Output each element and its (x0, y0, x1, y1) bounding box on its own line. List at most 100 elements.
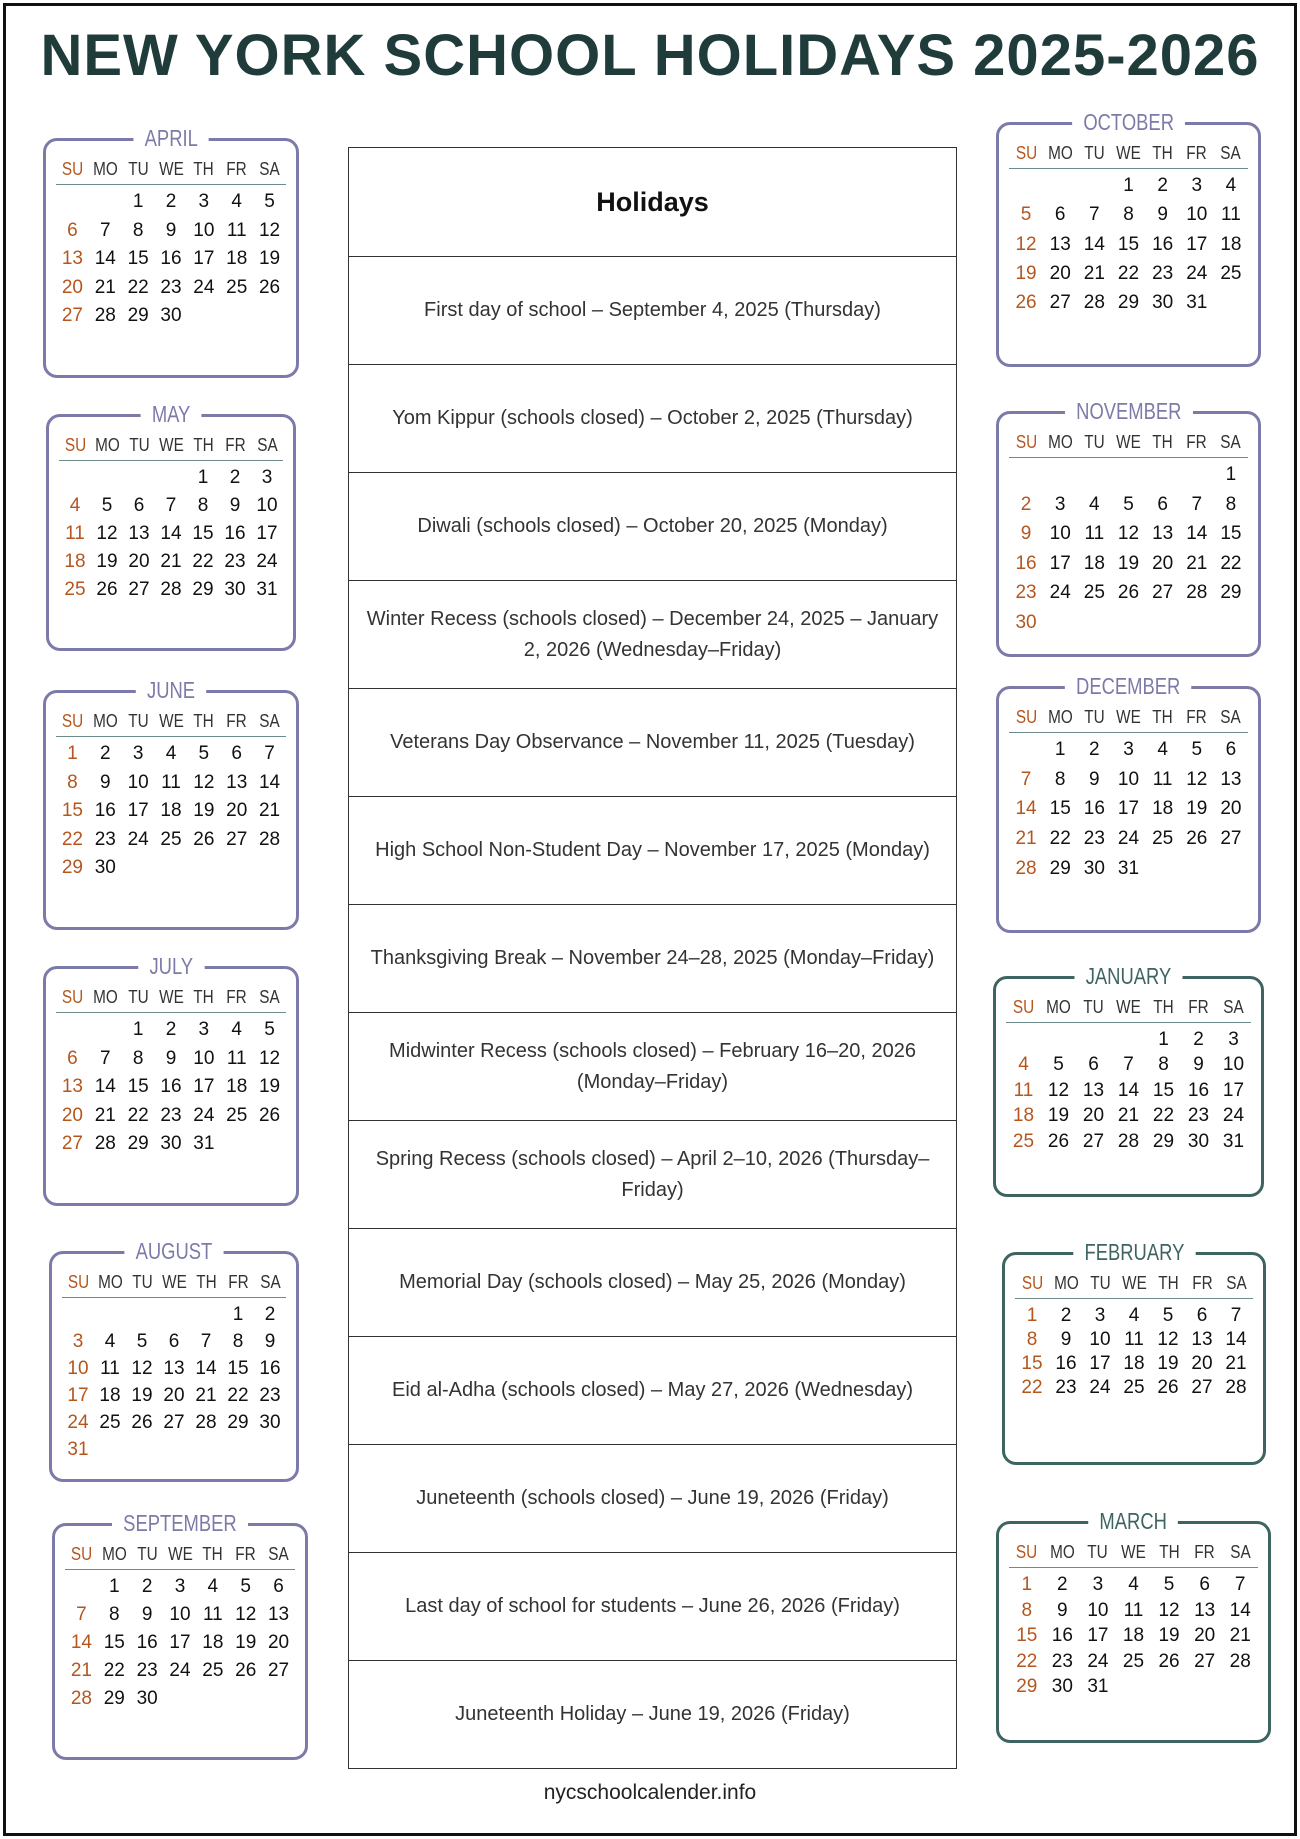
day-number: 27 (1049, 292, 1071, 314)
weekday-label: SA (1220, 707, 1242, 727)
day-number: 24 (169, 1660, 191, 1682)
day-number: 18 (160, 800, 182, 822)
day-number: 7 (1089, 204, 1100, 226)
day-number: 26 (1047, 1130, 1070, 1152)
weekday-label: SA (268, 1544, 289, 1564)
day-number: 2 (99, 743, 111, 764)
day-number: 31 (1117, 857, 1140, 879)
day-number: 6 (1199, 1574, 1210, 1595)
day-number: 17 (169, 1632, 191, 1654)
day-number: 25 (64, 579, 86, 601)
day-number: 30 (1015, 611, 1037, 633)
weekday-label: SA (1220, 432, 1242, 452)
day-number: 15 (1220, 523, 1242, 545)
day-number: 12 (235, 1604, 257, 1626)
day-number: 6 (1157, 493, 1168, 515)
day-number: 19 (131, 1385, 153, 1407)
day-number: 11 (1123, 1599, 1144, 1621)
day-number: 7 (1191, 493, 1203, 515)
day-number: 11 (226, 1047, 247, 1069)
day-number: 13 (163, 1358, 185, 1380)
weekday-label: SU (64, 435, 86, 455)
day-number: 3 (1054, 493, 1066, 515)
day-number: 26 (258, 1104, 281, 1126)
day-number: 16 (224, 523, 246, 545)
day-number: 29 (1220, 582, 1242, 604)
weekday-label: FR (1186, 432, 1207, 452)
day-number: 5 (1191, 739, 1203, 760)
day-number: 15 (103, 1632, 125, 1654)
day-number: 17 (1117, 798, 1140, 820)
header-rule (56, 184, 286, 185)
month-name: MARCH (1088, 1508, 1179, 1535)
holiday-row: Veterans Day Observance – November 11, 2… (349, 688, 956, 796)
day-number: 19 (258, 1076, 281, 1098)
day-number: 21 (1229, 1625, 1251, 1647)
day-number: 7 (99, 1047, 111, 1069)
day-number: 20 (1194, 1625, 1216, 1647)
day-number: 24 (1186, 263, 1208, 285)
day-number: 8 (197, 495, 209, 517)
day-number: 28 (1229, 1650, 1251, 1672)
weekday-label: MO (92, 159, 118, 179)
day-number: 29 (127, 1133, 149, 1155)
day-number: 21 (94, 1104, 116, 1126)
day-number: 23 (224, 551, 246, 573)
holiday-row: First day of school – September 4, 2025 … (349, 256, 956, 364)
day-number: 21 (1015, 828, 1037, 850)
weekday-label: SU (1015, 432, 1037, 452)
month-name: SEPTEMBER (112, 1510, 248, 1537)
day-number: 10 (1049, 523, 1071, 545)
day-number: 29 (1016, 1676, 1038, 1698)
day-number: 21 (160, 551, 182, 573)
day-number: 17 (67, 1385, 89, 1407)
day-number: 24 (1049, 582, 1071, 604)
day-number: 31 (1186, 292, 1208, 314)
day-number: 9 (99, 771, 111, 793)
day-number: 12 (1015, 233, 1037, 255)
month-name-wrap: NOVEMBER (999, 398, 1258, 425)
weekday-label: FR (1191, 1273, 1213, 1293)
month-name-wrap: DECEMBER (999, 673, 1258, 700)
holiday-row: Juneteenth Holiday – June 19, 2026 (Frid… (349, 1660, 956, 1768)
day-number: 23 (1083, 828, 1105, 850)
day-number: 28 (1225, 1377, 1247, 1399)
day-number: 16 (1083, 798, 1105, 820)
day-number: 15 (61, 800, 83, 822)
page-frame (3, 3, 1297, 1836)
weekday-label: WE (1116, 707, 1141, 727)
day-number: 21 (1225, 1353, 1247, 1375)
day-number: 13 (1082, 1079, 1105, 1101)
day-number: 14 (70, 1632, 92, 1654)
day-number: 24 (193, 1104, 215, 1126)
day-number: 10 (193, 219, 215, 241)
day-number: 6 (1054, 204, 1066, 226)
day-number: 11 (1084, 523, 1105, 545)
month-name-wrap: MARCH (999, 1508, 1268, 1535)
weekday-label: TH (1152, 143, 1173, 163)
weekday-label: TH (193, 711, 215, 731)
weekday-label: FR (226, 987, 247, 1007)
day-number: 2 (1060, 1305, 1072, 1326)
day-number: 10 (169, 1604, 191, 1626)
day-number: 19 (258, 248, 281, 270)
day-number: 16 (1015, 552, 1037, 574)
header-rule (1009, 457, 1248, 458)
day-number: 24 (67, 1412, 89, 1434)
weekday-label: WE (161, 1272, 187, 1292)
day-number: 10 (256, 495, 278, 517)
day-number: 13 (61, 248, 83, 270)
day-number: 9 (141, 1604, 153, 1626)
holiday-row: Juneteenth (schools closed) – June 19, 2… (349, 1444, 956, 1552)
day-number: 20 (1082, 1105, 1105, 1127)
day-number: 5 (264, 191, 275, 212)
day-number: 18 (1123, 1353, 1145, 1375)
holiday-row: Winter Recess (schools closed) – Decembe… (349, 580, 956, 688)
header-rule (65, 1569, 295, 1570)
day-number: 21 (258, 800, 281, 822)
day-number: 2 (229, 467, 241, 488)
day-number: 4 (231, 191, 242, 212)
day-number: 4 (69, 495, 81, 517)
weekday-label: FR (235, 1544, 256, 1564)
month-name: JUNE (135, 677, 207, 704)
